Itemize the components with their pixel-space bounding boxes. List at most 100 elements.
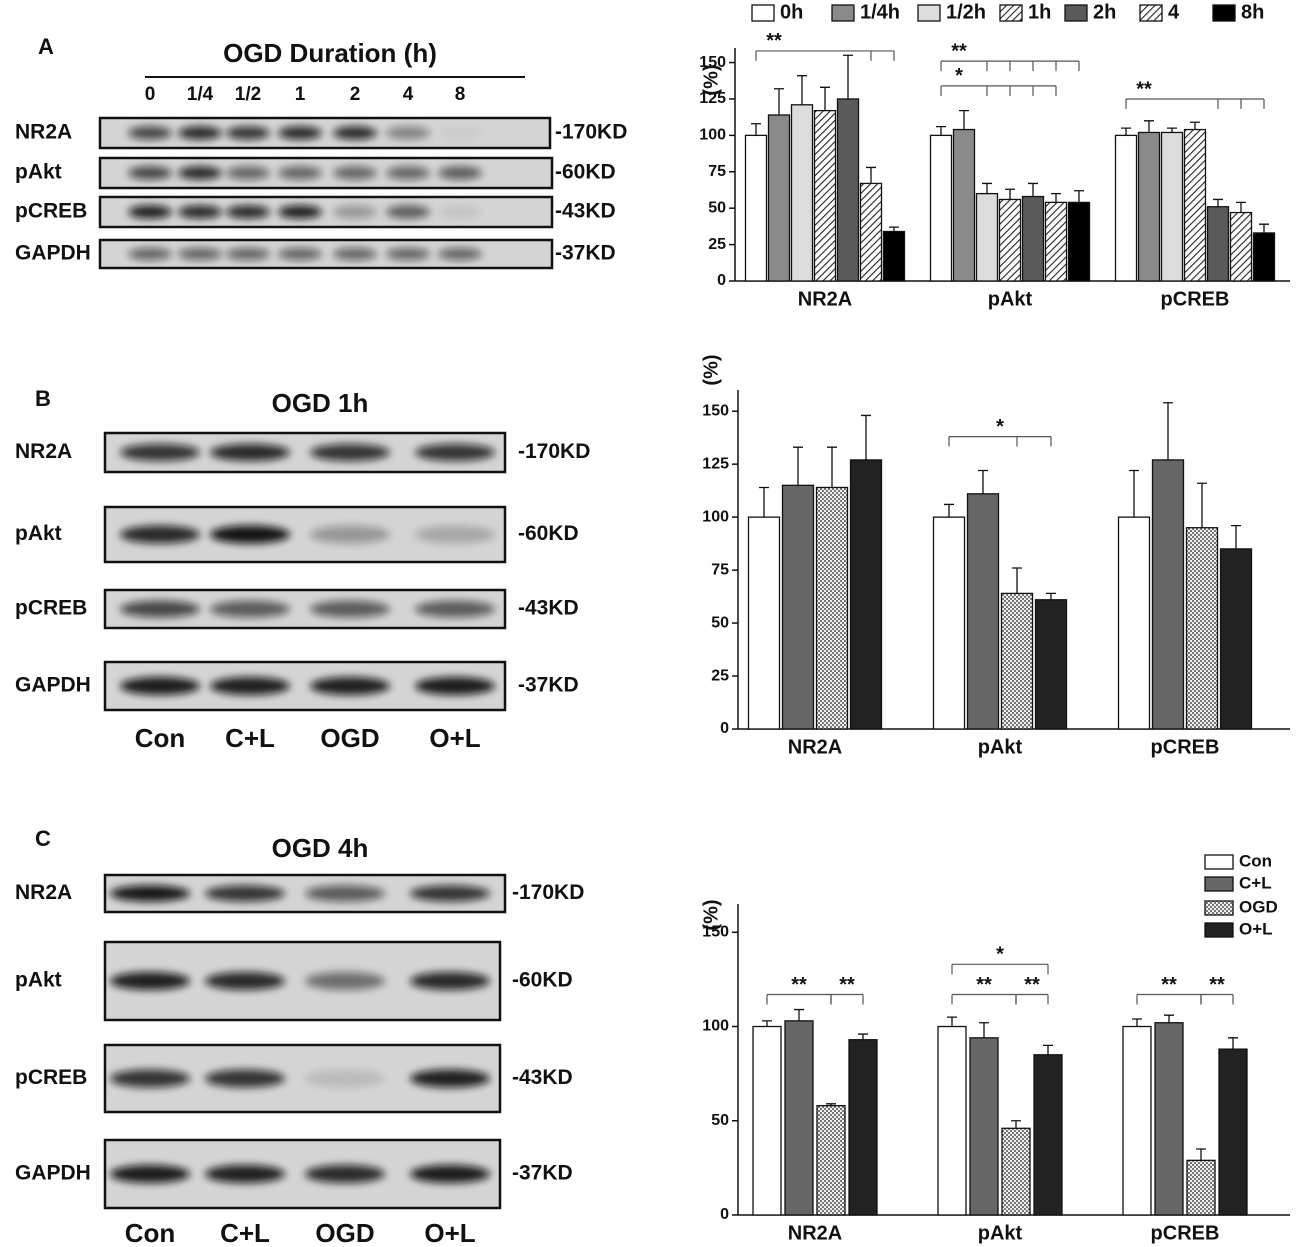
protein-label: NR2A	[15, 440, 72, 463]
blot-band	[305, 885, 385, 902]
bar	[836, 98, 860, 282]
legend-swatch	[751, 4, 775, 22]
size-label: -37KD	[518, 674, 579, 697]
bar	[1206, 206, 1230, 282]
blot-band	[178, 247, 222, 261]
size-label: -170KD	[518, 440, 590, 463]
legend-label: 1/2h	[946, 1, 986, 23]
blot-band	[438, 247, 482, 261]
significance-label: *	[996, 416, 1004, 438]
size-label: -43KD	[555, 200, 616, 223]
significance-bracket	[940, 85, 1057, 96]
blot-band	[128, 166, 172, 180]
significance-bracket	[1136, 993, 1202, 1005]
lane-label: 1/2	[235, 84, 261, 105]
size-label: -170KD	[555, 121, 627, 144]
y-tick-label: 50	[711, 614, 729, 631]
significance-bracket	[755, 50, 895, 61]
lane-label: 1	[295, 84, 306, 105]
protein-label: pAkt	[15, 161, 62, 184]
bar	[975, 192, 999, 282]
x-tick-label: pAkt	[988, 288, 1033, 310]
bar	[882, 230, 906, 282]
x-tick-label: NR2A	[788, 1222, 842, 1244]
lane-label: Con	[125, 1218, 176, 1247]
blot-band	[333, 166, 377, 180]
error-bar	[797, 75, 807, 105]
error-bar	[1228, 1037, 1238, 1050]
y-axis-label: (%)	[700, 899, 722, 930]
bar	[1001, 1127, 1031, 1216]
blot-title: OGD 4h	[272, 833, 369, 863]
error-bar	[774, 88, 784, 115]
bar	[1252, 232, 1276, 282]
bar	[1185, 527, 1219, 730]
protein-label: GAPDH	[15, 1162, 91, 1185]
y-tick-label: 25	[708, 236, 726, 253]
panel-letter: B	[35, 386, 51, 411]
bar	[859, 182, 883, 282]
blot-band	[333, 247, 377, 261]
error-bar	[1231, 524, 1241, 549]
size-label: -60KD	[512, 969, 573, 992]
significance-label: **	[1024, 974, 1040, 996]
blot-band	[110, 972, 190, 990]
error-bar	[1213, 198, 1223, 207]
error-bar	[1190, 121, 1200, 130]
significance-label: **	[791, 974, 807, 996]
bar	[744, 134, 768, 282]
error-bar	[827, 446, 837, 488]
x-tick-label: pCREB	[1161, 288, 1230, 310]
legend-label: 1/4h	[860, 1, 900, 23]
blot-band	[333, 126, 377, 140]
blot-band	[210, 677, 290, 695]
lane-label: Con	[135, 723, 186, 753]
blot-band	[178, 126, 222, 140]
lane-label: C+L	[225, 723, 275, 753]
legend-label: 1h	[1028, 1, 1051, 23]
bar	[781, 484, 815, 730]
error-bar	[762, 1020, 772, 1027]
blot-band	[120, 525, 200, 544]
blot-band	[120, 600, 200, 618]
bar	[1229, 211, 1253, 282]
y-tick-label: 75	[711, 561, 729, 578]
blot-band	[210, 443, 290, 462]
lane-label: 2	[350, 84, 361, 105]
significance-bracket	[940, 60, 1080, 72]
bar	[966, 493, 1000, 730]
significance-label: *	[955, 65, 963, 87]
y-tick-label: 150	[699, 54, 726, 71]
blot-band	[305, 1069, 385, 1088]
legend-label: OGD	[1239, 897, 1278, 916]
size-label: -43KD	[518, 597, 579, 620]
error-bar	[1074, 190, 1084, 203]
bar	[1033, 1054, 1063, 1216]
blot-band	[278, 247, 322, 261]
y-tick-label: 150	[702, 402, 729, 419]
lane-label: C+L	[220, 1218, 270, 1247]
bar	[1114, 134, 1138, 282]
blot-band	[410, 885, 490, 902]
error-bar	[979, 1022, 989, 1038]
blot-band	[278, 166, 322, 180]
blot-band	[305, 972, 385, 990]
error-bar	[1167, 127, 1177, 133]
blot-band	[210, 525, 290, 544]
legend-label: 8h	[1241, 1, 1264, 23]
x-tick-label: pAkt	[978, 1222, 1023, 1244]
blot-band	[410, 1069, 490, 1088]
blot-band	[110, 1165, 190, 1183]
significance-bracket	[1125, 98, 1265, 109]
bar	[932, 516, 966, 730]
blot-band	[310, 677, 390, 695]
lane-label: 1/4	[187, 84, 214, 105]
significance-label: **	[1209, 974, 1225, 996]
error-bar	[944, 503, 954, 518]
legend-label: C+L	[1239, 873, 1272, 892]
y-axis-label: (%)	[700, 64, 722, 95]
error-bar	[793, 446, 803, 486]
x-tick-label: pAkt	[978, 736, 1023, 758]
size-label: -43KD	[512, 1066, 573, 1089]
bar	[752, 1025, 782, 1216]
